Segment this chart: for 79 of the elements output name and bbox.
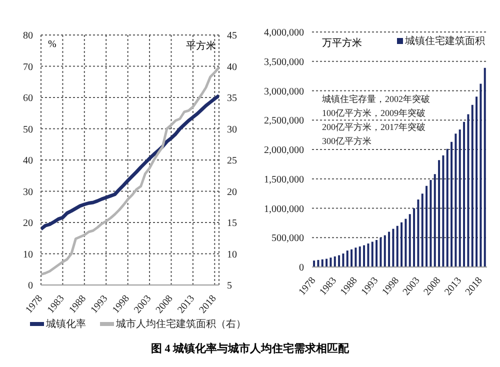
- y2-axis-title: 平方米: [186, 40, 216, 53]
- y-tick-label: 0: [28, 280, 33, 292]
- bar: [346, 250, 348, 267]
- bar: [446, 148, 448, 267]
- bar: [421, 194, 424, 267]
- bar: [438, 160, 440, 267]
- y-tick-label: 1,000,000: [264, 204, 304, 215]
- bar: [476, 96, 478, 267]
- bar: [396, 226, 398, 267]
- bar: [400, 222, 403, 267]
- bar: [350, 249, 353, 267]
- bar: [334, 256, 336, 267]
- y-tick-label: 2,000,000: [264, 145, 304, 156]
- y-tick-label: 3,500,000: [264, 56, 304, 68]
- bar: [354, 248, 357, 267]
- y-tick-label: 80: [23, 30, 33, 42]
- y2-tick-label: 25: [227, 156, 237, 167]
- bar: [417, 199, 420, 267]
- bar: [413, 208, 416, 267]
- y-tick-label: 70: [23, 62, 33, 73]
- bar: [442, 155, 444, 267]
- bar: [467, 114, 470, 267]
- y2-tick-label: 5: [227, 280, 232, 292]
- y2-tick-label: 10: [227, 249, 237, 260]
- y-tick-label: 40: [23, 156, 33, 167]
- bar: [358, 246, 361, 267]
- bar: [376, 240, 378, 267]
- annotation: 城镇住宅存量，2002年突破100亿平方米，2009年突破200亿平方米，2017年突破300亿平方米: [322, 93, 431, 148]
- y-tick-label: 30: [23, 186, 33, 198]
- bar: [458, 130, 461, 267]
- y2-tick-label: 30: [227, 124, 237, 136]
- y-tick-label: 3,000,000: [264, 86, 304, 98]
- bar: [371, 242, 374, 267]
- bar: [338, 255, 340, 267]
- legend-label: 城镇化率: [46, 318, 86, 331]
- bar: [321, 259, 324, 267]
- bar: [330, 258, 332, 267]
- legend-label: 城市人均住宅建筑面积（右）: [116, 318, 246, 331]
- bar: [380, 238, 382, 267]
- y2-tick-label: 40: [227, 62, 237, 73]
- bar: [426, 186, 428, 267]
- y2-tick-label: 15: [227, 218, 237, 230]
- y-tick-label: 500,000: [272, 233, 304, 244]
- line-series: [41, 94, 219, 231]
- y-axis-title: %: [48, 39, 56, 50]
- bar: [317, 260, 320, 267]
- bar: [471, 104, 474, 267]
- y-tick-label: 20: [23, 218, 33, 230]
- line-series: [41, 66, 219, 276]
- y2-tick-label: 45: [227, 30, 237, 42]
- bar: [430, 180, 432, 267]
- legend-label: 城镇住宅建筑面积: [405, 34, 485, 48]
- bar: [463, 122, 466, 267]
- bar: [367, 244, 370, 267]
- bar: [434, 174, 436, 267]
- y-tick-label: 10: [23, 249, 33, 260]
- bar: [404, 218, 407, 267]
- bar: [392, 228, 394, 267]
- y-tick-label: 2,500,000: [264, 116, 304, 127]
- y-axis-title: 万平方米: [322, 36, 362, 50]
- bar: [388, 232, 390, 267]
- bar: [408, 214, 411, 267]
- y2-tick-label: 20: [227, 186, 237, 198]
- y-tick-label: 4,000,000: [264, 28, 304, 39]
- bar: [450, 142, 453, 267]
- y-tick-label: 0: [299, 262, 304, 274]
- y2-tick-label: 35: [227, 93, 237, 104]
- bar: [484, 68, 486, 267]
- bar: [363, 245, 366, 267]
- bar: [454, 134, 457, 267]
- bar: [480, 84, 482, 267]
- bar: [384, 235, 386, 267]
- bar: [313, 260, 316, 267]
- y-tick-label: 60: [23, 93, 33, 104]
- caption: 图 4 城镇化率与城市人均住宅需求相匹配: [150, 342, 350, 356]
- y-tick-label: 1,500,000: [264, 174, 304, 186]
- bar: [342, 253, 344, 267]
- bar: [326, 258, 328, 267]
- y-tick-label: 50: [23, 124, 33, 136]
